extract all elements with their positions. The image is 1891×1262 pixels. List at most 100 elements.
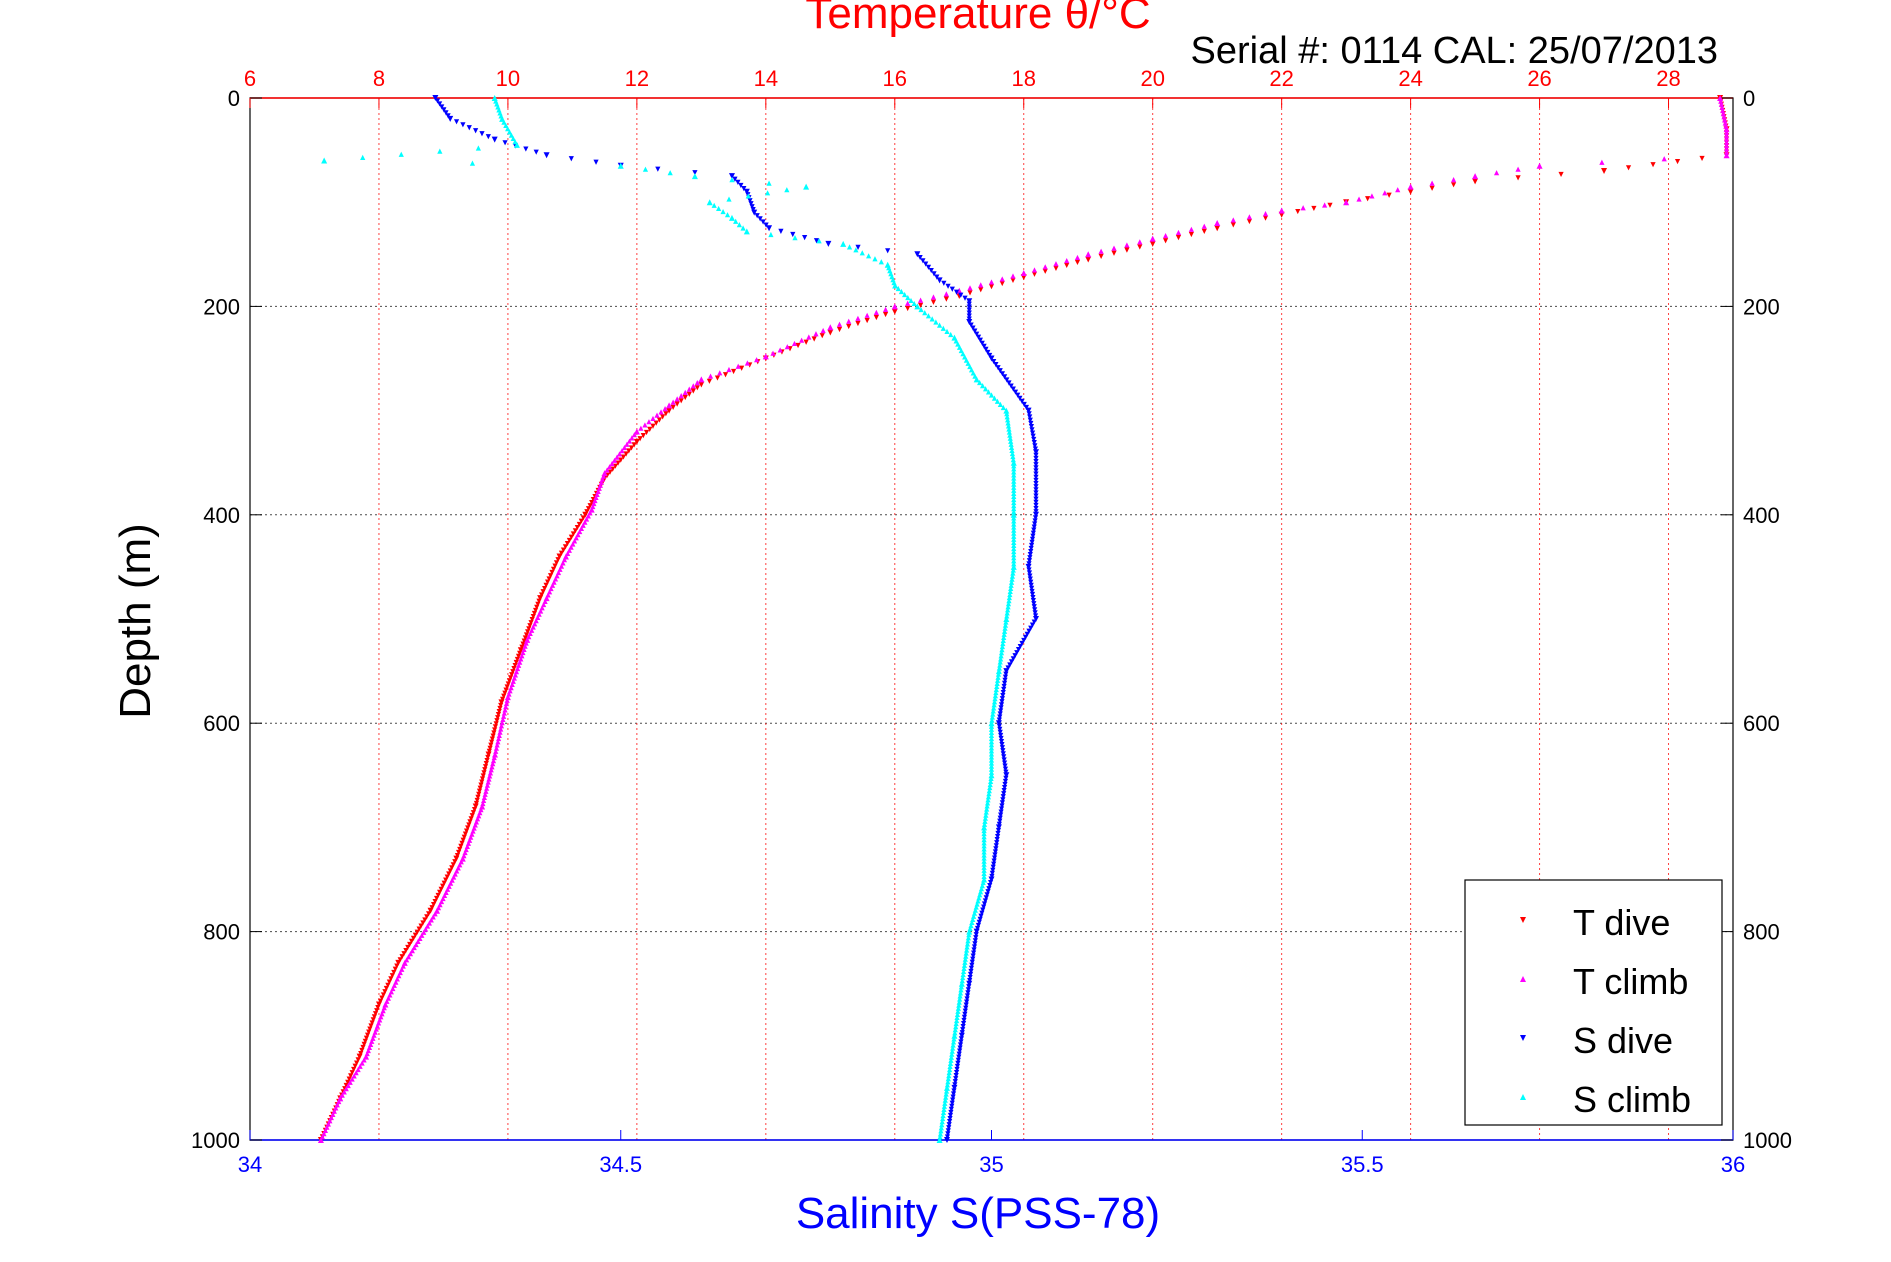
interp-point [981,843,987,849]
interp-point [1029,588,1035,595]
interp-point [544,579,551,585]
interp-point [507,675,514,681]
interp-point [933,319,939,325]
data-point [517,647,524,654]
chart-title: Temperature θ/°C [805,0,1150,38]
interp-point [421,929,427,935]
interp-point [928,267,934,274]
interp-point [983,812,989,818]
interp-point [1661,156,1667,162]
interp-point [968,965,975,971]
interp-point [491,754,497,761]
interp-point [953,289,960,295]
interp-point [653,420,659,426]
interp-point [940,325,946,331]
interp-point [1175,229,1182,236]
interp-point [466,822,472,828]
interp-point [487,773,493,779]
interp-point [614,454,620,460]
interp-point [942,1100,948,1106]
interp-point [964,947,970,953]
interp-point [1001,788,1007,794]
interp-point [530,613,536,620]
interp-point [1246,218,1253,225]
interp-point [663,411,669,417]
x-axis-label-bottom: Salinity S(PSS-78) [796,1189,1160,1238]
interp-point [361,1057,367,1063]
interp-point [535,601,541,607]
interp-point [526,626,532,632]
interp-point [628,445,635,451]
interp-point [492,724,498,730]
interp-point [587,503,593,509]
interp-point [355,1066,361,1073]
interp-point [341,1089,347,1095]
interp-point [958,987,964,993]
interp-point [995,827,1002,834]
data-point [995,720,1002,727]
interp-point [1124,242,1130,248]
interp-point [517,650,523,656]
interp-point [428,917,434,923]
interp-point [988,751,995,757]
interp-point [389,973,395,979]
interp-point [1002,763,1008,769]
data-point [762,353,769,360]
interp-point [1295,208,1301,215]
interp-point [989,717,995,723]
interp-point [989,873,995,880]
interp-point [955,1005,961,1011]
interp-point [1031,604,1037,610]
interp-point [866,253,872,259]
interp-point [754,357,760,363]
y-tick-label-left: 200 [203,294,240,319]
interp-point [997,729,1003,735]
interp-point [531,610,538,617]
interp-point [895,285,901,292]
interp-point [1005,604,1011,610]
interp-point [1010,453,1016,460]
data-point [492,751,499,758]
interp-point [956,999,962,1005]
interp-point [621,444,628,451]
interp-point [961,962,968,968]
interp-point [925,313,932,319]
interp-point [952,1082,958,1088]
interp-point [654,412,660,418]
data-point [1025,407,1032,414]
data-point [966,319,973,326]
interp-point [1300,205,1306,211]
interp-point [409,948,415,954]
interp-point [956,1054,962,1060]
interp-point [754,213,760,219]
interp-point [938,1125,944,1131]
interp-point [988,284,995,290]
interp-point [954,1014,960,1021]
interp-point [1032,443,1038,449]
interp-point [437,101,443,107]
interp-point [960,1020,967,1027]
interp-point [1033,502,1039,509]
interp-point [558,550,565,556]
data-point [317,1137,324,1143]
interp-point [1027,555,1033,561]
interp-point [345,1079,351,1085]
interp-point [423,926,429,932]
interp-point [1011,552,1017,558]
interp-point [1001,631,1007,637]
data-point [395,959,402,966]
interp-point [977,889,984,895]
interp-point [965,938,971,944]
interp-point [811,336,817,342]
interp-point [446,871,452,877]
interp-point [626,448,632,454]
interp-point [1011,558,1017,564]
interp-point [740,225,746,231]
interp-point [984,803,990,809]
interp-point [1029,542,1035,549]
interp-point [690,388,696,394]
interp-point [483,788,489,794]
interp-point [979,340,985,346]
interp-point [1111,250,1117,256]
interp-point [943,1088,950,1094]
